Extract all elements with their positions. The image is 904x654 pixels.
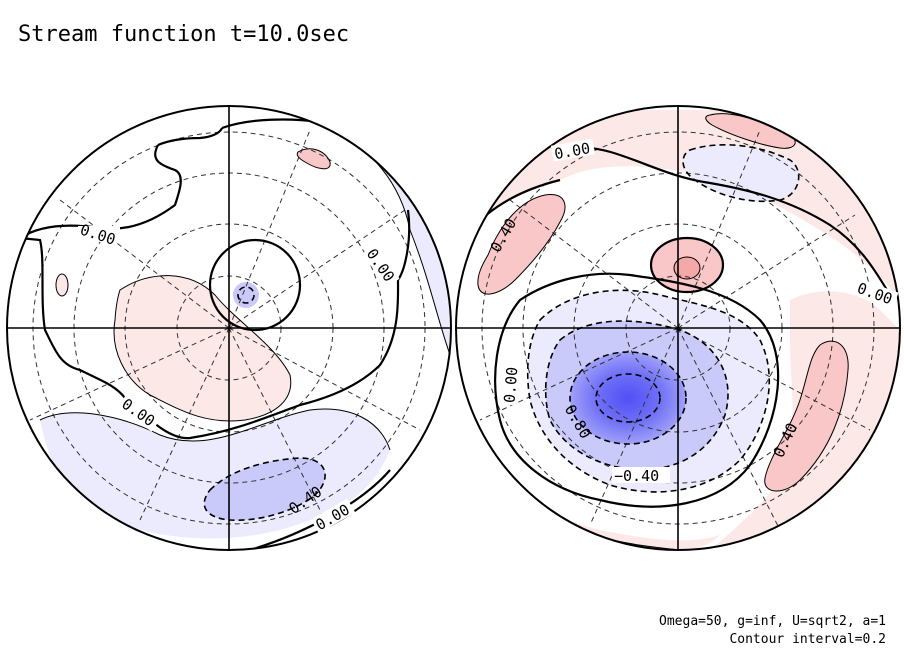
- caption-contour-interval: Contour interval=0.2: [729, 632, 886, 647]
- right-positive-region-top: [705, 113, 796, 149]
- left-positive-region-center: [114, 275, 291, 421]
- right-positive-region-east-core: [764, 341, 849, 492]
- figure-title: Stream function t=10.0sec: [18, 22, 350, 47]
- right-label-4: 0.00: [500, 366, 521, 404]
- right-positive-region-northwest: [477, 194, 565, 295]
- left-zero-contour-west: [157, 127, 224, 147]
- right-negative-core: [570, 352, 686, 444]
- right-negative-contours: [526, 144, 800, 493]
- left-hemisphere-boundary: [6, 105, 452, 551]
- caption: Omega=50, g=inf, U=sqrt2, a=1 Contour in…: [659, 613, 886, 649]
- right-positive-cell-inner: [674, 257, 700, 279]
- right-negative-region-north: [683, 144, 799, 202]
- right-hemisphere: 0.00 0.40 0.00 0.00 0.80 0.40 −0.40: [455, 105, 901, 551]
- right-positive-region-south-light: [460, 420, 720, 550]
- right-hemisphere-boundary: [455, 105, 901, 551]
- left-negative-contours: [203, 286, 326, 521]
- right-zero-contours: [456, 146, 891, 508]
- left-negative-region-bottom: [40, 409, 390, 539]
- right-label-1: 0.00: [553, 139, 592, 163]
- caption-parameters: Omega=50, g=inf, U=sqrt2, a=1: [659, 614, 886, 629]
- left-negative-region-core: [204, 458, 326, 521]
- left-label-1: 0.00: [78, 221, 118, 249]
- left-hemisphere: 0.00 0.00 0.00 0.40 0.00: [6, 105, 452, 551]
- left-positive-blob-west: [55, 273, 69, 297]
- left-negative-region-right-edge: [330, 110, 451, 360]
- right-label-7: −0.40: [614, 467, 659, 485]
- left-positive-region-top: [297, 148, 331, 169]
